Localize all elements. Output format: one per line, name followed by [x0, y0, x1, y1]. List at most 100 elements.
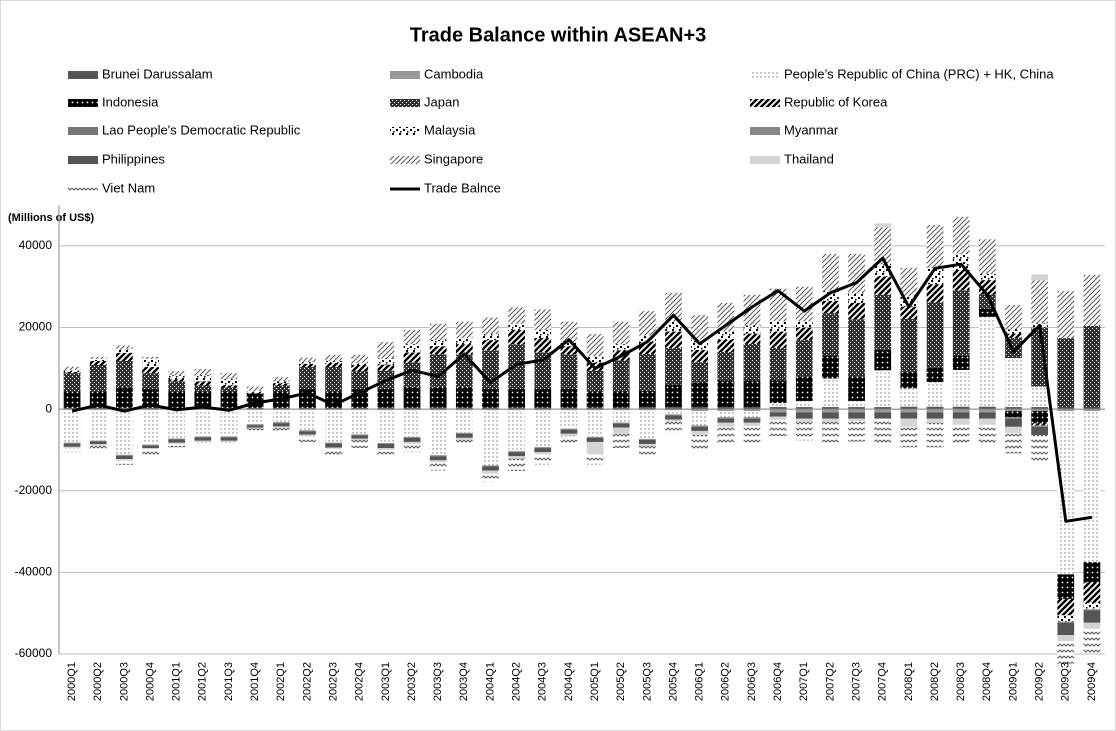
y-tick-label: -60000: [15, 646, 53, 660]
bar-segment: [351, 409, 369, 435]
legend-swatch: [750, 156, 780, 164]
bar-segment: [220, 385, 238, 388]
bar-segment: [1057, 291, 1075, 339]
bar-segment: [246, 409, 264, 425]
bar-segment: [246, 425, 264, 428]
bar-segment: [116, 455, 133, 460]
bar-segment: [822, 412, 839, 419]
bar-segment: [795, 421, 813, 441]
bar-segment: [429, 455, 447, 457]
bar-segment: [534, 352, 552, 390]
bar-segment: [142, 356, 159, 359]
bar-segment: [822, 378, 839, 408]
x-tick-label: 2003Q3: [432, 662, 444, 701]
bar-segment: [299, 409, 316, 431]
bar-segment: [168, 443, 186, 448]
bar-segment: [220, 409, 238, 437]
bar-segment: [403, 352, 421, 363]
bar-segment: [1031, 407, 1048, 410]
bar-segment: [168, 442, 186, 444]
bar-segment: [952, 269, 970, 291]
bar-segment: [534, 338, 552, 353]
bar-segment: [429, 410, 447, 456]
bar-segment: [952, 369, 970, 407]
bar-segment: [377, 410, 395, 443]
legend-label: Viet Nam: [102, 180, 155, 195]
bar-segment: [455, 407, 473, 410]
bar-segment: [429, 409, 447, 411]
bar-segment: [325, 442, 342, 444]
y-tick-label: -40000: [15, 565, 53, 579]
bar-segment: [978, 406, 996, 410]
bar-segment: [717, 422, 735, 427]
bar-segment: [900, 411, 918, 413]
bar-segment: [717, 409, 735, 412]
bar-segment: [116, 360, 133, 388]
bar-segment: [769, 380, 787, 403]
bar-segment: [63, 442, 81, 444]
bar-segment: [1057, 411, 1075, 575]
bar-segment: [822, 418, 839, 422]
x-tick-label: 2002Q4: [354, 662, 366, 701]
bar-segment: [769, 412, 787, 417]
bar-segment: [89, 409, 107, 441]
bar-segment: [168, 379, 186, 382]
bar-segment: [194, 375, 212, 382]
bar-segment: [482, 389, 499, 408]
bar-segment: [612, 391, 630, 408]
x-tick-label: 2005Q3: [641, 662, 653, 701]
bar-segment: [429, 354, 447, 388]
bar-segment: [455, 410, 473, 433]
bar-segment: [508, 389, 525, 408]
bar-segment: [639, 390, 656, 408]
bar-segment: [1083, 628, 1101, 654]
bar-segment: [429, 346, 447, 355]
bar-segment: [403, 437, 421, 442]
bar-segment: [63, 409, 81, 443]
legend-label: Lao People's Democratic Republic: [102, 122, 301, 137]
bar-segment: [978, 273, 996, 281]
legend-label: Republic of Korea: [784, 94, 888, 109]
bar-segment: [926, 418, 944, 423]
legend-swatch: [750, 71, 780, 79]
bar-segment: [822, 313, 839, 357]
bar-segment: [900, 318, 918, 372]
x-tick-label: 2001Q1: [171, 662, 183, 701]
bar-segment: [560, 407, 578, 410]
bar-segment: [482, 465, 499, 467]
legend-label: Malaysia: [424, 122, 476, 137]
bar-segment: [717, 411, 735, 418]
x-tick-label: 2008Q1: [903, 662, 915, 701]
bar-segment: [508, 452, 525, 457]
x-tick-label: 2006Q1: [694, 662, 706, 701]
bar-segment: [665, 347, 682, 385]
bar-segment: [978, 418, 996, 425]
x-tick-label: 2003Q2: [406, 662, 418, 701]
bar-segment: [1005, 333, 1022, 338]
bar-segment: [534, 409, 552, 411]
x-tick-label: 2005Q2: [615, 662, 627, 701]
bar-segment: [194, 441, 212, 446]
bar-segment: [560, 435, 578, 444]
bar-segment: [1005, 329, 1022, 334]
bar-segment: [900, 267, 918, 297]
bar-segment: [926, 411, 944, 413]
bar-segment: [246, 407, 264, 410]
bar-segment: [142, 444, 159, 446]
bar-segment: [220, 407, 238, 410]
bar-segment: [299, 407, 316, 410]
bar-segment: [325, 443, 342, 448]
bar-segment: [560, 342, 578, 347]
bar-segment: [900, 371, 918, 389]
bar-segment: [874, 370, 892, 408]
y-tick-label: 40000: [19, 238, 53, 252]
bar-segment: [299, 435, 316, 442]
bar-segment: [508, 409, 525, 411]
bar-segment: [952, 412, 970, 419]
bar-segment: [351, 435, 369, 439]
bar-segment: [560, 321, 578, 343]
bar-segment: [743, 417, 761, 419]
bar-segment: [1005, 432, 1022, 454]
bar-segment: [639, 443, 656, 447]
bar-segment: [377, 389, 395, 408]
